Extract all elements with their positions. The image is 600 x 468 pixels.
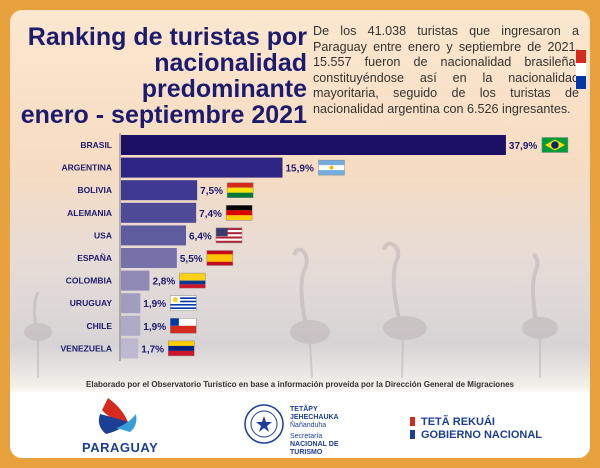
- usa-flag-icon: [215, 227, 243, 244]
- seal-line-3: Ñañanduha: [290, 422, 327, 429]
- chart-title: Ranking de turistas por nacionalidad pre…: [10, 24, 307, 128]
- uruguay-flag-icon: [170, 295, 197, 311]
- category-label: BOLIVIA: [78, 185, 112, 195]
- title-line-4: enero - septiembre 2021: [20, 101, 307, 129]
- bar-row: BOLIVIA 7,5%: [78, 180, 254, 201]
- spain-flag-icon: [206, 250, 234, 266]
- value-label: 2,8%: [152, 277, 175, 288]
- category-label: ALEMANIA: [67, 208, 112, 218]
- bar: [121, 202, 197, 223]
- bar-chart: BRASIL 37,9% ARGENTINA 15,9% BOLIVIA 7,5% ALEM…: [61, 133, 569, 361]
- description-text: De los 41.038 turistas que ingresaron a …: [313, 24, 579, 116]
- value-label: 15,9%: [285, 164, 313, 175]
- seal-line-4: Secretaría: [290, 433, 323, 440]
- blue-dot-icon: [410, 430, 415, 439]
- bar-row: VENEZUELA 1,7%: [61, 338, 195, 359]
- paraguay-flag-red-stripe: [576, 50, 586, 63]
- national-seal-icon: [244, 404, 284, 444]
- bar: [121, 180, 198, 201]
- bar: [121, 157, 283, 178]
- value-label: 6,4%: [189, 231, 212, 242]
- value-label: 1,7%: [141, 344, 164, 355]
- value-label: 7,5%: [200, 186, 223, 197]
- bar: [121, 248, 177, 268]
- germany-flag-icon: [225, 205, 253, 221]
- paraguay-flag-blue-stripe: [576, 76, 586, 89]
- category-label: BRASIL: [80, 140, 112, 150]
- seal-line-6: TURISMO: [290, 449, 323, 456]
- gov-line-1: TETÃ REKUÁI: [421, 416, 495, 428]
- bar-row: COLOMBIA 2,8%: [66, 270, 206, 291]
- brazil-flag-icon: [541, 137, 569, 153]
- paraguay-logo-text: PARAGUAY: [82, 440, 159, 455]
- category-label: USA: [94, 230, 112, 240]
- category-label: ESPAÑA: [77, 253, 112, 263]
- seal-line-1: TETÃPY: [290, 406, 318, 413]
- bar: [121, 135, 506, 155]
- bar: [121, 270, 150, 291]
- colombia-flag-icon: [179, 272, 206, 289]
- venezuela-flag-icon: [168, 340, 195, 357]
- value-label: 1,9%: [143, 299, 166, 310]
- title-line-3: predominante: [141, 75, 307, 103]
- chile-flag-icon: [170, 318, 197, 334]
- bar-row: ALEMANIA 7,4%: [67, 202, 253, 223]
- title-line-1: Ranking de turistas por: [27, 23, 307, 51]
- bar-row: USA 6,4%: [94, 225, 243, 246]
- flamingo-background: [24, 241, 558, 379]
- category-label: COLOMBIA: [66, 276, 112, 286]
- value-label: 7,4%: [199, 209, 222, 220]
- senatur-text: TETÃPY JEHECHAUKA Ñañanduha Secretaría N…: [290, 406, 339, 457]
- category-label: URUGUAY: [70, 298, 113, 308]
- bar: [121, 338, 139, 359]
- gov-line-2: GOBIERNO NACIONAL: [421, 429, 542, 441]
- bolivia-flag-icon: [226, 182, 254, 198]
- red-dot-icon: [410, 417, 415, 426]
- seal-line-5: NACIONAL DE: [290, 441, 339, 448]
- argentina-flag-icon: [318, 159, 345, 176]
- gobierno-nacional-logo: TETÃ REKUÁI GOBIERNO NACIONAL: [410, 416, 542, 442]
- bar-row: URUGUAY 1,9%: [70, 293, 197, 314]
- paraguay-brand-logo: [98, 398, 137, 434]
- bar-row: ESPAÑA 5,5%: [77, 248, 234, 268]
- category-label: CHILE: [87, 321, 113, 331]
- bar: [121, 225, 186, 246]
- category-label: VENEZUELA: [61, 343, 112, 353]
- bar-row: ARGENTINA 15,9%: [61, 157, 345, 178]
- bar-row: BRASIL 37,9%: [80, 135, 569, 155]
- category-label: ARGENTINA: [61, 163, 112, 173]
- bar: [121, 315, 141, 336]
- value-label: 1,9%: [143, 322, 166, 333]
- value-label: 37,9%: [509, 141, 537, 152]
- source-note: Elaborado por el Observatorio Turístico …: [86, 380, 514, 389]
- paraguay-flag-white-stripe: [576, 63, 586, 76]
- value-label: 5,5%: [180, 254, 203, 265]
- bar: [121, 293, 141, 314]
- title-line-2: nacionalidad: [154, 49, 307, 77]
- footer: PARAGUAY TETÃPY JEHECHAUKA Ñañanduha Sec…: [10, 392, 590, 458]
- infographic-panel: Ranking de turistas por nacionalidad pre…: [10, 10, 590, 458]
- bar-row: CHILE 1,9%: [87, 315, 197, 336]
- seal-line-2: JEHECHAUKA: [290, 414, 339, 421]
